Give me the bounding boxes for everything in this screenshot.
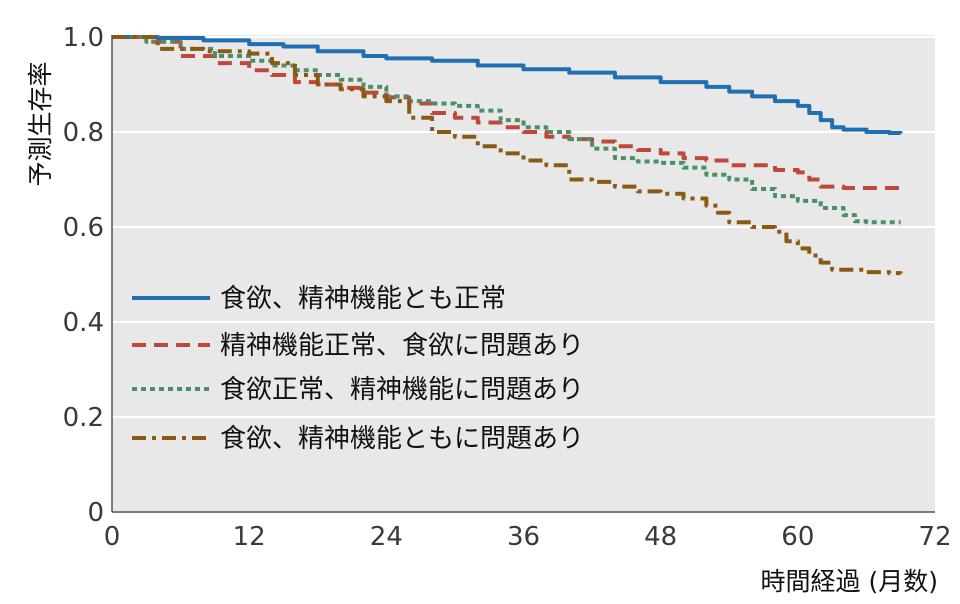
x-tick-label: 48 <box>644 522 677 552</box>
y-axis-label: 予測生存率 <box>26 61 55 186</box>
legend-label-2: 精神機能正常、食欲に問題あり <box>220 331 584 361</box>
series-line-1 <box>112 35 903 135</box>
y-tick-label: 0.4 <box>63 308 104 338</box>
y-tick-label: 1.0 <box>63 23 104 53</box>
x-tick-label: 72 <box>918 522 951 552</box>
x-tick-label: 0 <box>104 522 121 552</box>
series-line-2 <box>112 35 901 191</box>
y-tick-label: 0.8 <box>63 118 104 148</box>
legend-label-4: 食欲、精神機能ともに問題あり <box>220 424 584 454</box>
x-tick-label: 12 <box>233 522 266 552</box>
legend-label-1: 食欲、精神機能とも正常 <box>220 284 506 314</box>
legend: 食欲、精神機能とも正常精神機能正常、食欲に問題あり食欲正常、精神機能に問題あり食… <box>132 284 584 454</box>
plot-area <box>112 35 935 512</box>
axes: 0 0.2 0.4 0.6 0.8 1.0 0 12 24 36 48 60 72 <box>63 23 952 552</box>
x-tick-label: 24 <box>370 522 403 552</box>
x-tick-label: 36 <box>507 522 540 552</box>
series-line-4 <box>112 35 903 276</box>
legend-label-3: 食欲正常、精神機能に問題あり <box>220 375 584 405</box>
y-tick-label: 0 <box>87 498 104 528</box>
x-axis-label: 時間経過 (月数) <box>761 567 938 596</box>
series-lines <box>112 35 903 276</box>
x-tick-label: 60 <box>781 522 814 552</box>
y-tick-label: 0.6 <box>63 213 104 243</box>
y-tick-label: 0.2 <box>63 403 104 433</box>
